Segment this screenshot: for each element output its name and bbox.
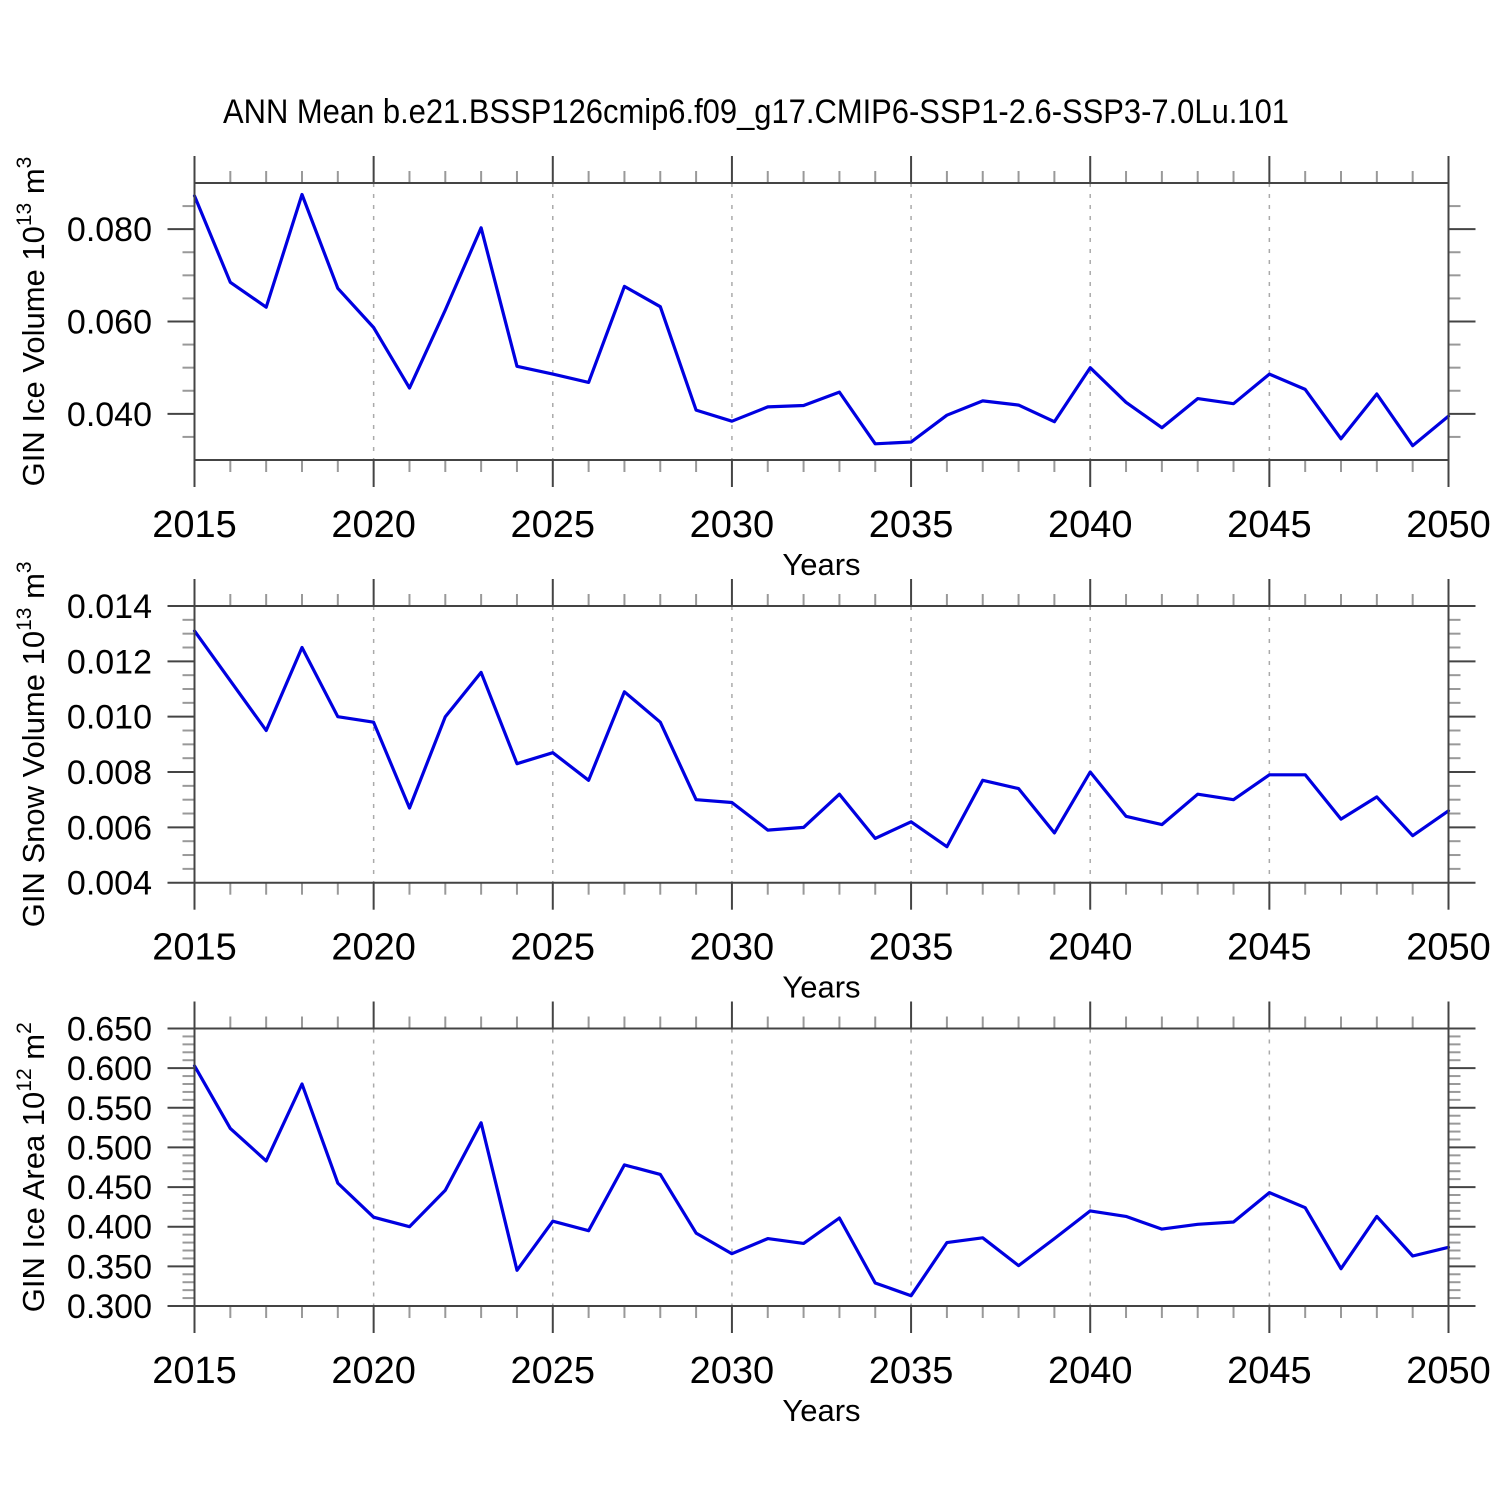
svg-text:2015: 2015 [152, 927, 237, 969]
panel-gin-ice-volume-y-axis-label: GIN Ice Volume 1013 m3 [13, 157, 51, 487]
panel-gin-snow-volume-x-tick-labels: 2015 2020 2025 2030 2035 2040 2045 2050 [152, 927, 1491, 969]
svg-text:2030: 2030 [690, 927, 775, 969]
panel-gin-ice-area-gridlines [372, 1028, 1271, 1306]
svg-text:2025: 2025 [511, 927, 596, 969]
panel-gin-snow-volume-axis-ticks [167, 579, 1476, 910]
svg-text:0.400: 0.400 [67, 1209, 152, 1247]
panel-gin-ice-volume-axis-ticks [167, 156, 1476, 487]
panel-gin-snow-volume-gridlines [372, 606, 1271, 883]
svg-text:2015: 2015 [152, 504, 237, 546]
panel-gin-snow-volume-series-line [192, 629, 1451, 849]
svg-text:2040: 2040 [1048, 1350, 1133, 1392]
svg-text:0.014: 0.014 [67, 588, 152, 626]
svg-text:2030: 2030 [690, 1350, 775, 1392]
svg-text:0.550: 0.550 [67, 1090, 152, 1128]
svg-text:2045: 2045 [1227, 1350, 1312, 1392]
panels-group: 2015 2020 2025 2030 2035 2040 2045 20500.0400.0… [13, 156, 1491, 1428]
panel-gin-snow-volume-y-tick-labels: 0.004 0.006 0.008 0.010 0.012 0.014 [67, 588, 152, 903]
panel-gin-ice-area-border [193, 1027, 1450, 1307]
svg-text:2050: 2050 [1406, 504, 1491, 546]
svg-text:0.006: 0.006 [67, 809, 152, 847]
svg-text:2040: 2040 [1048, 504, 1133, 546]
svg-text:2050: 2050 [1406, 1350, 1491, 1392]
panel-gin-ice-volume-y-tick-labels: 0.040 0.060 0.080 [67, 211, 152, 434]
svg-text:0.350: 0.350 [67, 1248, 152, 1286]
svg-text:2050: 2050 [1406, 927, 1491, 969]
svg-text:2020: 2020 [331, 504, 416, 546]
panel-gin-ice-area-axis-ticks [167, 1001, 1476, 1333]
svg-text:2025: 2025 [511, 1350, 596, 1392]
panel-gin-snow-volume-x-axis-label: Years [782, 970, 860, 1005]
panel-gin-snow-volume-border [193, 605, 1450, 884]
svg-text:2040: 2040 [1048, 927, 1133, 969]
svg-text:0.060: 0.060 [67, 304, 152, 342]
chart-title: ANN Mean b.e21.BSSP126cmip6.f09_g17.CMIP… [223, 93, 1289, 131]
panel-gin-ice-area: 2015 2020 2025 2030 2035 2040 2045 2050 0.3000.3… [13, 1001, 1491, 1428]
svg-text:0.500: 0.500 [67, 1129, 152, 1167]
panel-gin-ice-volume: 2015 2020 2025 2030 2035 2040 2045 20500.0400.0… [13, 156, 1491, 582]
svg-text:0.080: 0.080 [67, 211, 152, 249]
panel-gin-ice-area-y-axis-label: GIN Ice Area 1012 m2 [13, 1022, 51, 1312]
svg-text:0.300: 0.300 [67, 1288, 152, 1326]
svg-text:0.040: 0.040 [67, 396, 152, 434]
svg-text:2035: 2035 [869, 927, 954, 969]
svg-text:2035: 2035 [869, 504, 954, 546]
panel-gin-snow-volume-y-axis-label: GIN Snow Volume 1013 m3 [13, 561, 51, 927]
svg-text:2015: 2015 [152, 1350, 237, 1392]
svg-text:0.010: 0.010 [67, 699, 152, 737]
svg-text:0.650: 0.650 [67, 1011, 152, 1049]
panel-gin-ice-volume-border [193, 182, 1450, 461]
svg-text:2020: 2020 [331, 927, 416, 969]
panel-gin-ice-volume-gridlines [372, 183, 1271, 460]
svg-text:0.012: 0.012 [67, 643, 152, 681]
panel-gin-ice-area-series-line [192, 1064, 1451, 1298]
svg-text:2035: 2035 [869, 1350, 954, 1392]
svg-text:2030: 2030 [690, 504, 775, 546]
panel-gin-snow-volume: 2015 2020 2025 2030 2035 2040 2045 20500.0040.0… [13, 561, 1491, 1004]
panel-gin-ice-volume-x-axis-label: Years [782, 547, 860, 582]
svg-text:0.450: 0.450 [67, 1169, 152, 1207]
svg-text:2045: 2045 [1227, 504, 1312, 546]
panel-gin-ice-area-x-tick-labels: 2015 2020 2025 2030 2035 2040 2045 2050 [152, 1350, 1491, 1392]
panel-gin-ice-volume-x-tick-labels: 2015 2020 2025 2030 2035 2040 2045 2050 [152, 504, 1491, 546]
panel-gin-ice-area-x-axis-label: Years [782, 1393, 860, 1428]
svg-text:2025: 2025 [511, 504, 596, 546]
svg-text:0.004: 0.004 [67, 865, 152, 903]
svg-text:2020: 2020 [331, 1350, 416, 1392]
svg-text:0.008: 0.008 [67, 754, 152, 792]
svg-text:2045: 2045 [1227, 927, 1312, 969]
panel-gin-ice-volume-series-line [192, 192, 1451, 448]
svg-text:0.600: 0.600 [67, 1050, 152, 1088]
